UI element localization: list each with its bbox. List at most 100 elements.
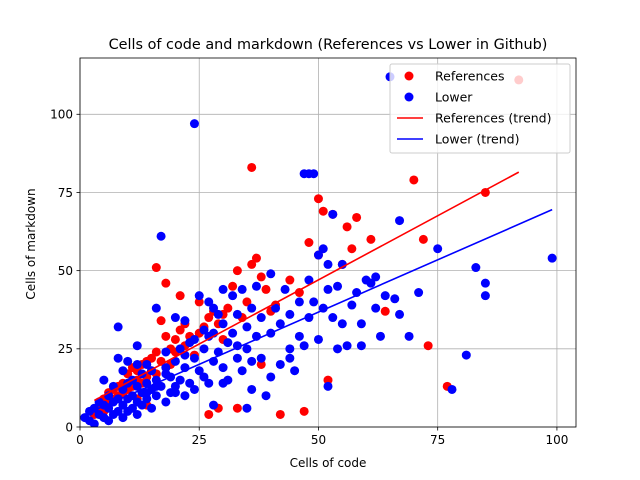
data-point [199, 325, 209, 335]
data-point [433, 244, 443, 254]
data-point [189, 334, 199, 344]
data-point [342, 341, 352, 351]
data-point [156, 316, 166, 326]
y-tick-label: 25 [58, 342, 73, 356]
data-point [218, 378, 228, 388]
data-point [137, 400, 147, 410]
data-point [104, 416, 114, 426]
data-point [118, 384, 128, 394]
legend-label: Lower (trend) [435, 132, 520, 147]
data-point [113, 406, 123, 416]
trend-line-lower-trend- [84, 208, 553, 416]
data-point [232, 266, 242, 276]
data-point [237, 284, 247, 294]
data-point [347, 300, 357, 310]
data-point [161, 363, 171, 373]
x-tick-label: 75 [430, 433, 445, 447]
data-point [285, 353, 295, 363]
data-point [213, 309, 223, 319]
data-point [132, 381, 142, 391]
data-point [242, 297, 252, 307]
data-point [204, 409, 214, 419]
data-point [256, 313, 266, 323]
legend-entry: References [404, 69, 504, 84]
data-point [333, 344, 343, 354]
data-point [218, 319, 228, 329]
data-point [194, 366, 204, 376]
data-point [242, 322, 252, 332]
data-point [280, 284, 290, 294]
data-point [113, 353, 123, 363]
data-point [342, 222, 352, 232]
data-point [275, 319, 285, 329]
data-point [313, 194, 323, 204]
data-point [170, 381, 180, 391]
data-point [480, 187, 490, 197]
x-tick-label: 50 [311, 433, 326, 447]
data-point [333, 281, 343, 291]
data-point [170, 334, 180, 344]
data-point [461, 350, 471, 360]
data-point [404, 331, 414, 341]
data-point [309, 297, 319, 307]
data-point [218, 363, 228, 373]
data-point [175, 291, 185, 301]
data-point [309, 169, 319, 179]
data-point [232, 353, 242, 363]
data-point [251, 281, 261, 291]
data-point [256, 272, 266, 282]
data-point [209, 400, 219, 410]
data-point [118, 413, 128, 423]
data-point [151, 303, 161, 313]
data-point [390, 294, 400, 304]
x-tick-label: 0 [76, 433, 84, 447]
data-point [204, 313, 214, 323]
data-point [218, 284, 228, 294]
data-point [170, 356, 180, 366]
data-point [323, 381, 333, 391]
data-point [113, 322, 123, 332]
data-point [189, 119, 199, 129]
data-point [418, 234, 428, 244]
data-point [223, 303, 233, 313]
data-point [271, 303, 281, 313]
data-point [304, 238, 314, 247]
data-point [204, 297, 214, 307]
data-point [232, 309, 242, 319]
data-point [547, 253, 557, 263]
data-point [161, 278, 171, 288]
data-point [199, 372, 209, 382]
data-point [180, 391, 190, 401]
data-point [127, 391, 137, 401]
data-point [237, 366, 247, 376]
data-layer [80, 72, 557, 427]
data-point [299, 341, 309, 351]
data-point [471, 263, 481, 273]
data-point [356, 341, 366, 351]
data-point [194, 291, 204, 301]
series-lower [80, 72, 557, 427]
data-point [294, 288, 304, 298]
data-point [228, 328, 238, 338]
data-point [356, 319, 366, 329]
data-point [304, 275, 314, 285]
data-point [228, 281, 238, 291]
data-point [256, 353, 266, 363]
legend-entry: Lower [404, 90, 473, 105]
data-point [189, 353, 199, 363]
data-point [480, 278, 490, 288]
data-point [375, 331, 385, 341]
trend-line-references-trend- [93, 171, 520, 402]
data-point [132, 409, 142, 419]
data-point [161, 347, 171, 357]
data-point [323, 284, 333, 294]
data-point [423, 341, 433, 351]
data-point [175, 344, 185, 354]
data-point [151, 391, 161, 401]
data-point [266, 269, 276, 279]
data-point [156, 231, 166, 241]
data-point [242, 344, 252, 354]
data-point [395, 216, 405, 226]
data-point [256, 359, 266, 369]
data-point [204, 378, 214, 388]
